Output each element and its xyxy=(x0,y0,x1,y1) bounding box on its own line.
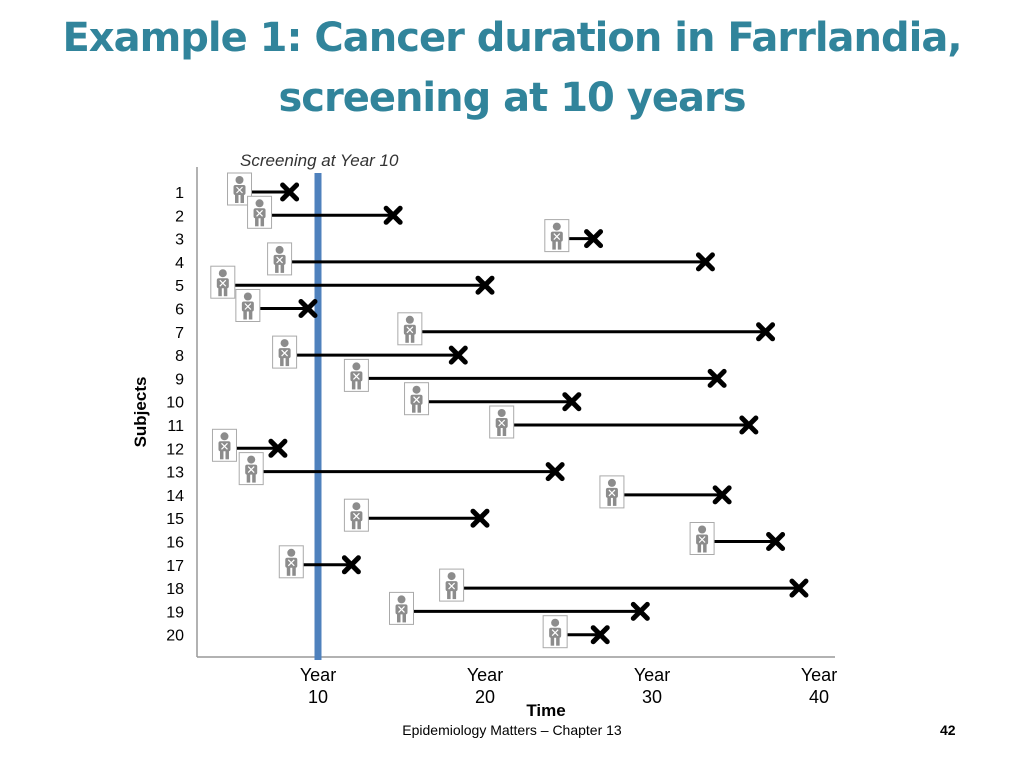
person-icon xyxy=(397,312,423,346)
subject-label: 15 xyxy=(166,511,184,528)
x-mark-icon xyxy=(712,485,732,505)
x-mark-icon xyxy=(280,182,300,202)
x-mark-icon xyxy=(789,578,809,598)
person-icon xyxy=(210,265,236,299)
subject-label: 17 xyxy=(166,558,184,575)
x-axis-title: Time xyxy=(526,701,565,720)
x-tick-label: Year 10 xyxy=(300,665,336,707)
screening-annotation: Screening at Year 10 xyxy=(240,151,399,170)
person-icon xyxy=(542,615,568,649)
person-icon xyxy=(272,335,298,369)
person-icon xyxy=(247,195,273,229)
slide-title-line-2: screening at 10 years xyxy=(278,75,746,121)
footer-text: Epidemiology Matters – Chapter 13 xyxy=(402,722,622,738)
subject-label: 12 xyxy=(166,441,184,458)
x-mark-icon xyxy=(268,438,288,458)
x-tick-label: Year 40 xyxy=(801,665,837,707)
person-icon xyxy=(267,242,293,276)
x-tick-label: Year 20 xyxy=(467,665,503,707)
subject-label: 7 xyxy=(175,325,184,342)
x-mark-icon xyxy=(590,625,610,645)
subject-label: 11 xyxy=(167,418,184,435)
person-icon xyxy=(599,475,625,509)
subject-label: 3 xyxy=(175,232,184,249)
subject-label: 1 xyxy=(175,185,184,202)
subject-label: 10 xyxy=(166,395,184,412)
x-mark-icon xyxy=(475,275,495,295)
subject-label: 4 xyxy=(175,255,184,272)
x-mark-icon xyxy=(470,508,490,528)
person-icon xyxy=(278,545,304,579)
x-tick-label: Year 30 xyxy=(634,665,670,707)
x-mark-icon xyxy=(341,555,361,575)
x-mark-icon xyxy=(707,368,727,388)
person-icon xyxy=(238,452,264,486)
subject-label: 6 xyxy=(175,302,184,319)
person-icon xyxy=(343,358,369,392)
x-mark-icon xyxy=(739,415,759,435)
subject-label: 2 xyxy=(175,208,184,225)
x-mark-icon xyxy=(562,392,582,412)
x-mark-icon xyxy=(545,462,565,482)
x-mark-icon xyxy=(448,345,468,365)
person-icon xyxy=(211,428,237,462)
x-mark-icon xyxy=(298,299,318,318)
slide-title: Example 1: Cancer duration in Farrlandia… xyxy=(0,8,1024,128)
y-axis-title: Subjects xyxy=(131,377,150,448)
x-mark-icon xyxy=(584,229,604,249)
x-mark-icon xyxy=(383,205,403,225)
subject-label: 14 xyxy=(166,488,184,505)
subject-label: 9 xyxy=(175,371,184,388)
subject-label: 13 xyxy=(166,465,184,482)
subject-label: 16 xyxy=(166,535,184,552)
subject-label: 20 xyxy=(166,628,184,645)
x-mark-icon xyxy=(695,252,715,272)
subject-label: 18 xyxy=(166,581,184,598)
person-icon xyxy=(544,219,570,253)
person-icon xyxy=(689,522,715,555)
person-icon xyxy=(389,591,414,625)
person-icon xyxy=(235,289,261,322)
person-icon xyxy=(489,405,515,439)
person-icon xyxy=(404,382,430,416)
x-mark-icon xyxy=(630,601,650,621)
slide-title-line-1: Example 1: Cancer duration in Farrlandia… xyxy=(62,15,962,61)
person-icon xyxy=(343,498,369,532)
page-number: 42 xyxy=(940,722,956,738)
subject-label: 5 xyxy=(175,278,184,295)
x-mark-icon xyxy=(756,322,776,342)
subject-label: 8 xyxy=(175,348,184,365)
person-icon xyxy=(439,568,465,602)
subject-label: 19 xyxy=(166,604,184,621)
x-mark-icon xyxy=(766,532,786,551)
